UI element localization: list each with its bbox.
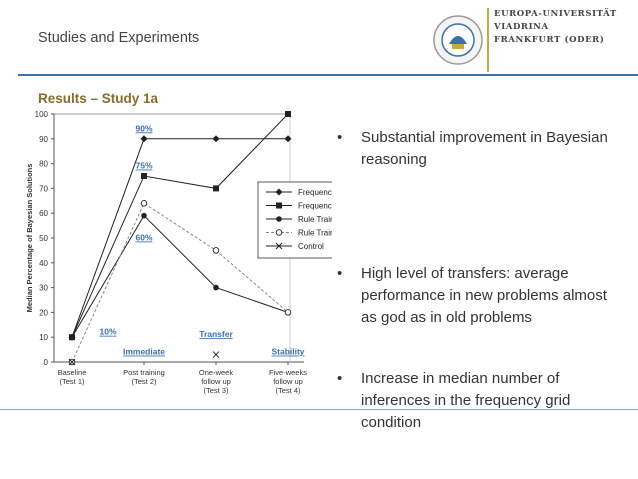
header-rule <box>18 74 638 76</box>
y-tick-label: 60 <box>39 209 48 218</box>
data-point <box>213 284 219 291</box>
data-point <box>284 135 292 143</box>
legend-swatch-marker <box>275 229 283 236</box>
data-point <box>68 358 76 366</box>
chart-annotation: 10% <box>99 327 116 337</box>
legend-label: Rule Training, complete data only <box>298 229 332 238</box>
x-tick-label: Baseline (Test 1) <box>58 368 87 386</box>
bullet-dot: • <box>337 370 343 387</box>
series-line <box>71 214 289 338</box>
bullet-dot: • <box>337 265 343 282</box>
data-point <box>212 135 220 143</box>
chart-annotation: 75% <box>135 161 152 171</box>
data-point <box>285 111 291 117</box>
bullet-text: Increase in median number of inferences … <box>361 370 571 431</box>
chart-annotation: Transfer <box>199 329 233 339</box>
header-title: Studies and Experiments <box>38 30 200 46</box>
y-tick-label: 30 <box>39 284 48 293</box>
bullet-dot: • <box>337 129 343 146</box>
logo-line-3: FRANKFURT (ODER) <box>494 35 605 45</box>
logo-line-1: EUROPA-UNIVERSITÄT <box>494 9 617 19</box>
data-point <box>140 200 148 207</box>
data-point <box>69 334 75 340</box>
x-tick-label: Post training (Test 2) <box>123 368 165 386</box>
legend-swatch-marker <box>276 202 282 209</box>
y-tick-label: 90 <box>39 135 48 144</box>
legend-label: Control <box>298 242 324 251</box>
y-tick-label: 100 <box>35 110 49 119</box>
data-point <box>141 173 147 179</box>
legend-swatch-marker <box>275 188 283 196</box>
data-point <box>212 351 220 358</box>
x-tick-label: Five-weeks follow up (Test 4) <box>269 368 307 395</box>
section-title: Results – Study 1a <box>38 91 159 106</box>
y-axis-label: Median Percentage of Bayesian Solutions <box>25 164 34 313</box>
data-point <box>141 212 147 219</box>
y-tick-label: 50 <box>39 234 48 243</box>
chart-annotation: Stability <box>271 347 304 357</box>
university-logo: EUROPA-UNIVERSITÄT VIADRINA FRANKFURT (O… <box>432 4 638 72</box>
y-tick-label: 10 <box>39 333 48 342</box>
chart-annotation: 60% <box>135 232 152 242</box>
series-line <box>71 202 289 363</box>
bullet-text: Substantial improvement in Bayesian reas… <box>361 129 608 168</box>
logo-line-2: VIADRINA <box>494 22 549 32</box>
y-tick-label: 0 <box>44 358 49 367</box>
legend-label: Frequency Tree <box>298 188 332 197</box>
series-line <box>71 113 289 338</box>
chart-annotation: 90% <box>135 123 152 133</box>
legend-box <box>257 181 332 259</box>
footer-rule <box>0 409 638 410</box>
legend-label: Frequency Grid <box>298 202 332 211</box>
y-tick-label: 20 <box>39 308 48 317</box>
legend-swatch-marker <box>276 216 282 222</box>
results-chart: 0 10 20 30 40 50 60 70 80 90 100 Median Percentage … <box>25 110 332 395</box>
bullet-text: High level of transfers: average perform… <box>361 265 607 326</box>
y-tick-label: 40 <box>39 259 48 268</box>
y-tick-label: 80 <box>39 160 48 169</box>
data-point <box>212 247 220 254</box>
seal-icon <box>433 15 483 65</box>
chart-annotation: Immediate <box>123 347 165 357</box>
data-point <box>140 135 148 143</box>
y-tick-label: 70 <box>39 184 48 193</box>
legend-swatch-marker <box>275 242 283 250</box>
x-tick-label: One-week follow up (Test 3) <box>199 368 233 395</box>
data-point <box>284 309 292 316</box>
series-line <box>71 138 288 338</box>
logo-divider <box>487 8 489 72</box>
legend-label: Rule Training <box>298 215 332 224</box>
data-point <box>213 185 219 192</box>
